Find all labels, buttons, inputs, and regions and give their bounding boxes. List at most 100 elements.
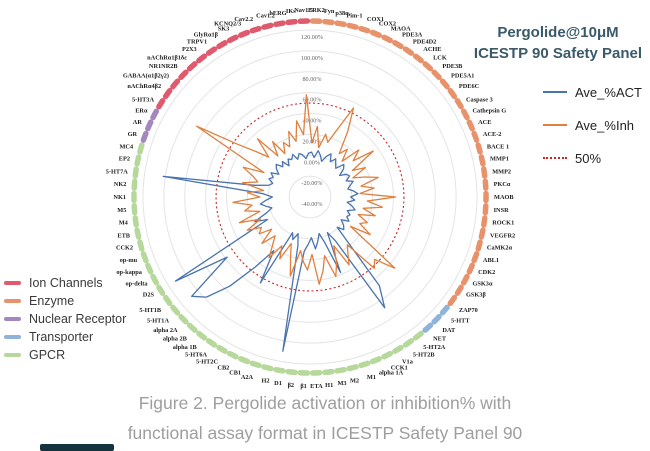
target-label: NET xyxy=(433,336,447,343)
target-label: op-kappa xyxy=(116,269,142,276)
enzyme-swatch-icon xyxy=(4,299,21,303)
category-arc-segment xyxy=(392,40,404,50)
target-label: NR1NR2B xyxy=(149,63,178,70)
category-arc-segment xyxy=(422,61,434,72)
radar-rings xyxy=(142,29,478,365)
target-label: MAOB xyxy=(494,194,514,201)
target-label: DAT xyxy=(442,327,456,334)
target-label: H2 xyxy=(261,378,269,385)
category-arc-segment xyxy=(150,273,160,286)
target-label: A2A xyxy=(241,374,254,381)
target-label: alpha 1B xyxy=(173,344,198,351)
target-label: Pim-1 xyxy=(346,13,362,20)
target-label: M4 xyxy=(119,220,129,227)
target-label: ACE-2 xyxy=(483,131,502,138)
target-label: CCK1 xyxy=(391,364,408,371)
legend-act-label: Ave_%ACT xyxy=(575,84,642,100)
legend-50pct-label: 50% xyxy=(575,150,602,166)
category-legend-enzyme: Enzyme xyxy=(4,292,126,310)
target-label: Cathepsin G xyxy=(473,108,507,115)
target-label: PDE3B xyxy=(442,63,463,70)
target-label: GR xyxy=(128,131,138,138)
category-arc-segment xyxy=(454,284,464,296)
target-label: Nav1.5 xyxy=(294,7,313,14)
figure-caption-line2: functional assay format in ICESTP Safety… xyxy=(127,423,523,443)
category-arc-segment xyxy=(134,154,142,167)
category-arc-segment xyxy=(273,366,286,374)
target-label: NK2 xyxy=(114,181,127,188)
category-arc-segment xyxy=(170,304,181,316)
category-arc-segment xyxy=(140,251,149,264)
target-label: ZAP70 xyxy=(459,307,478,314)
target-label: PDE4D2 xyxy=(413,39,436,46)
target-label: M1 xyxy=(367,374,376,381)
target-label: op-mu xyxy=(120,257,138,264)
target-label: V1a xyxy=(402,358,414,365)
category-arc-segment xyxy=(273,20,286,28)
target-label: alpha 1A xyxy=(379,370,404,377)
target-label: β1 xyxy=(300,383,306,390)
category-arc-segment xyxy=(249,25,262,34)
category-arc-segment xyxy=(134,227,142,240)
target-label: ETB xyxy=(117,232,130,239)
target-label: AR xyxy=(133,119,143,126)
category-arc-segment xyxy=(422,322,434,333)
figure-caption-line1: Figure 2. Pergolide activation or inhibi… xyxy=(138,393,512,413)
category-legend-transporter: Transporter xyxy=(4,328,126,346)
target-label: EP2 xyxy=(119,156,130,163)
target-label: VEGFR2 xyxy=(490,232,515,239)
category-legend-gpcr: GPCR xyxy=(4,346,126,364)
chart-title-line2: ICESTP 90 Safety Panel xyxy=(473,45,643,62)
category-arc-segment xyxy=(226,350,239,360)
category-arc-segment xyxy=(392,344,404,354)
target-label: Cav1.2 xyxy=(256,13,275,20)
legend-item-inh: Ave_%Inh xyxy=(543,115,642,135)
target-label: P2X3 xyxy=(182,46,197,53)
svg-text:100.00%: 100.00% xyxy=(301,55,323,62)
target-label: Fyn xyxy=(324,8,335,15)
category-arc-segment xyxy=(216,344,228,354)
target-label: CDK2 xyxy=(478,269,495,276)
svg-text:-40.00%: -40.00% xyxy=(301,201,322,208)
category-arc-segment xyxy=(131,203,138,216)
transporter-swatch-icon xyxy=(4,335,21,339)
target-label: M3 xyxy=(337,380,346,387)
category-arc-segment xyxy=(431,313,442,325)
category-arc xyxy=(131,18,489,376)
target-label: ABL1 xyxy=(483,257,499,264)
target-label: 5-HT3A xyxy=(132,97,154,104)
target-label: 5-HT7A xyxy=(106,168,128,175)
category-arc-segment xyxy=(162,87,173,100)
target-label: BACE 1 xyxy=(487,143,509,150)
series-inh-line xyxy=(196,94,397,285)
target-label: SK3 xyxy=(218,26,230,33)
category-arc-segment xyxy=(249,360,262,369)
target-label: D2S xyxy=(143,292,155,299)
category-arc-segment xyxy=(475,239,483,252)
target-label: GSK3β xyxy=(466,292,486,299)
target-label: 5-HT1A xyxy=(147,317,169,324)
target-label: ERα xyxy=(135,108,148,115)
target-label: COX2 xyxy=(379,20,396,27)
category-arc-segment xyxy=(481,166,488,179)
ion-channels-swatch-icon xyxy=(4,281,21,285)
target-label: hERG xyxy=(269,10,286,17)
target-label: COX1 xyxy=(367,16,384,23)
series-legend: Ave_%ACT Ave_%Inh 50% xyxy=(543,82,642,181)
target-label: nAChRα4β2 xyxy=(127,83,161,90)
target-label: M5 xyxy=(117,207,126,214)
category-arc-segment xyxy=(145,262,154,275)
category-arc-segment xyxy=(238,356,251,365)
category-arc-segment xyxy=(205,338,218,348)
category-arc-segment xyxy=(140,130,149,143)
category-arc-segment xyxy=(322,18,335,26)
target-label: 5-HT2A xyxy=(423,344,445,351)
category-arc-segment xyxy=(369,356,382,365)
target-label: MAOA xyxy=(391,26,411,33)
category-arc-segment xyxy=(186,61,198,72)
category-arc-segment xyxy=(186,322,198,333)
target-label: MMP2 xyxy=(492,168,511,175)
legend-inh-label: Ave_%Inh xyxy=(575,117,635,133)
